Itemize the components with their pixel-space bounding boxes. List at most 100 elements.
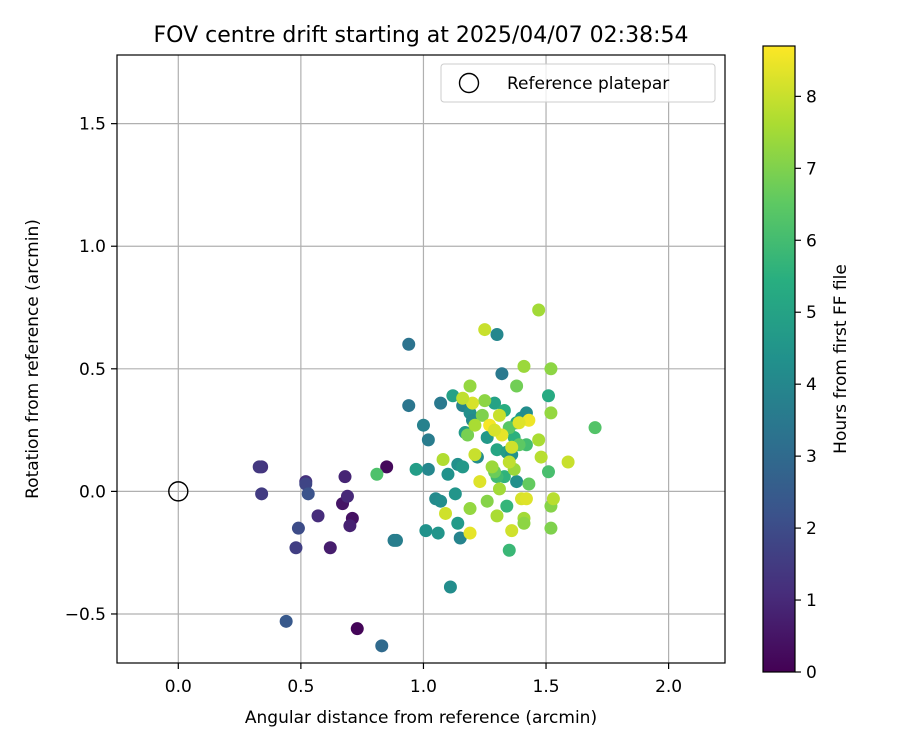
data-point bbox=[431, 526, 445, 540]
colorbar-tick-label: 6 bbox=[806, 231, 817, 251]
data-point bbox=[522, 477, 536, 491]
reference-point bbox=[168, 481, 189, 502]
reference-marker bbox=[168, 481, 189, 502]
chart-title: FOV centre drift starting at 2025/04/07 … bbox=[154, 23, 689, 48]
data-point bbox=[419, 524, 433, 538]
data-point bbox=[490, 509, 504, 523]
data-point bbox=[478, 323, 492, 337]
data-point bbox=[416, 418, 430, 432]
legend-box bbox=[440, 63, 716, 103]
data-point bbox=[519, 492, 533, 506]
x-tick-label: 1.5 bbox=[533, 677, 560, 697]
data-point bbox=[588, 421, 602, 435]
data-point bbox=[517, 359, 531, 373]
data-point bbox=[340, 489, 354, 503]
data-point bbox=[502, 543, 516, 557]
data-point bbox=[495, 367, 509, 381]
data-point bbox=[478, 394, 492, 408]
data-point bbox=[461, 428, 475, 442]
data-point bbox=[532, 433, 546, 447]
data-point bbox=[456, 460, 470, 474]
data-point bbox=[375, 639, 389, 653]
data-point bbox=[544, 362, 558, 376]
data-point bbox=[448, 487, 462, 501]
data-point bbox=[475, 408, 489, 422]
data-point bbox=[434, 396, 448, 410]
data-point bbox=[311, 509, 325, 523]
colorbar-tick-label: 4 bbox=[806, 375, 817, 395]
y-tick-label: 1.0 bbox=[79, 237, 106, 257]
colorbar-label: Hours from first FF file bbox=[831, 264, 851, 454]
data-point bbox=[299, 477, 313, 491]
data-point bbox=[252, 460, 266, 474]
data-point bbox=[323, 541, 337, 555]
colorbar-tick-label: 7 bbox=[806, 159, 817, 179]
colorbar-tick-label: 5 bbox=[806, 303, 817, 323]
data-point bbox=[488, 423, 502, 437]
data-point bbox=[544, 521, 558, 535]
data-point bbox=[279, 614, 293, 628]
data-point bbox=[490, 443, 504, 457]
data-point bbox=[468, 448, 482, 462]
data-point bbox=[439, 506, 453, 520]
x-tick-label: 0.5 bbox=[287, 677, 314, 697]
data-point bbox=[492, 482, 506, 496]
data-point bbox=[541, 465, 555, 479]
y-axis-ticks: −0.5 0.0 0.5 1.0 1.5 bbox=[65, 115, 117, 625]
legend-marker bbox=[458, 72, 480, 94]
colorbar-gradient bbox=[763, 46, 795, 672]
data-point bbox=[436, 453, 450, 467]
y-tick-label: 1.5 bbox=[79, 115, 106, 135]
colorbar-tick-label: 0 bbox=[806, 663, 817, 683]
data-point bbox=[473, 475, 487, 489]
data-point bbox=[446, 389, 460, 403]
data-point bbox=[402, 399, 416, 413]
plot-frame bbox=[116, 54, 726, 664]
legend: Reference platepar bbox=[440, 63, 716, 103]
data-point bbox=[510, 379, 524, 393]
data-point bbox=[289, 541, 303, 555]
data-point bbox=[370, 467, 384, 481]
data-point bbox=[522, 413, 536, 427]
data-point bbox=[291, 521, 305, 535]
data-point bbox=[453, 531, 467, 545]
data-points bbox=[252, 303, 602, 653]
data-point bbox=[255, 487, 269, 501]
x-tick-label: 0.0 bbox=[165, 677, 192, 697]
data-point bbox=[534, 450, 548, 464]
data-point bbox=[500, 499, 514, 513]
y-axis-label: Rotation from reference (arcmin) bbox=[23, 219, 43, 499]
data-point bbox=[544, 406, 558, 420]
data-point bbox=[443, 580, 457, 594]
data-point bbox=[421, 462, 435, 476]
colorbar-tick-label: 3 bbox=[806, 447, 817, 467]
data-point bbox=[505, 524, 519, 538]
data-point bbox=[463, 502, 477, 516]
data-point bbox=[468, 418, 482, 432]
data-point bbox=[465, 396, 479, 410]
data-point bbox=[480, 494, 494, 508]
data-point bbox=[510, 475, 524, 489]
colorbar-ticks: 0 1 2 3 4 5 6 7 8 bbox=[795, 87, 817, 683]
data-point bbox=[456, 391, 470, 405]
x-axis-label: Angular distance from reference (arcmin) bbox=[245, 708, 597, 728]
data-point bbox=[451, 516, 465, 530]
data-point bbox=[402, 337, 416, 351]
x-axis-ticks: 0.0 0.5 1.0 1.5 2.0 bbox=[165, 663, 682, 697]
x-tick-label: 2.0 bbox=[655, 677, 682, 697]
data-point bbox=[421, 433, 435, 447]
data-point bbox=[485, 460, 499, 474]
data-point bbox=[517, 516, 531, 530]
y-tick-label: 0.5 bbox=[79, 360, 106, 380]
data-point bbox=[441, 467, 455, 481]
data-point bbox=[490, 327, 504, 341]
data-point bbox=[301, 487, 315, 501]
data-point bbox=[541, 389, 555, 403]
data-point bbox=[350, 622, 364, 636]
data-point bbox=[409, 462, 423, 476]
data-point bbox=[546, 492, 560, 506]
data-point bbox=[505, 440, 519, 454]
data-point bbox=[488, 396, 502, 410]
colorbar-tick-label: 1 bbox=[806, 591, 817, 611]
